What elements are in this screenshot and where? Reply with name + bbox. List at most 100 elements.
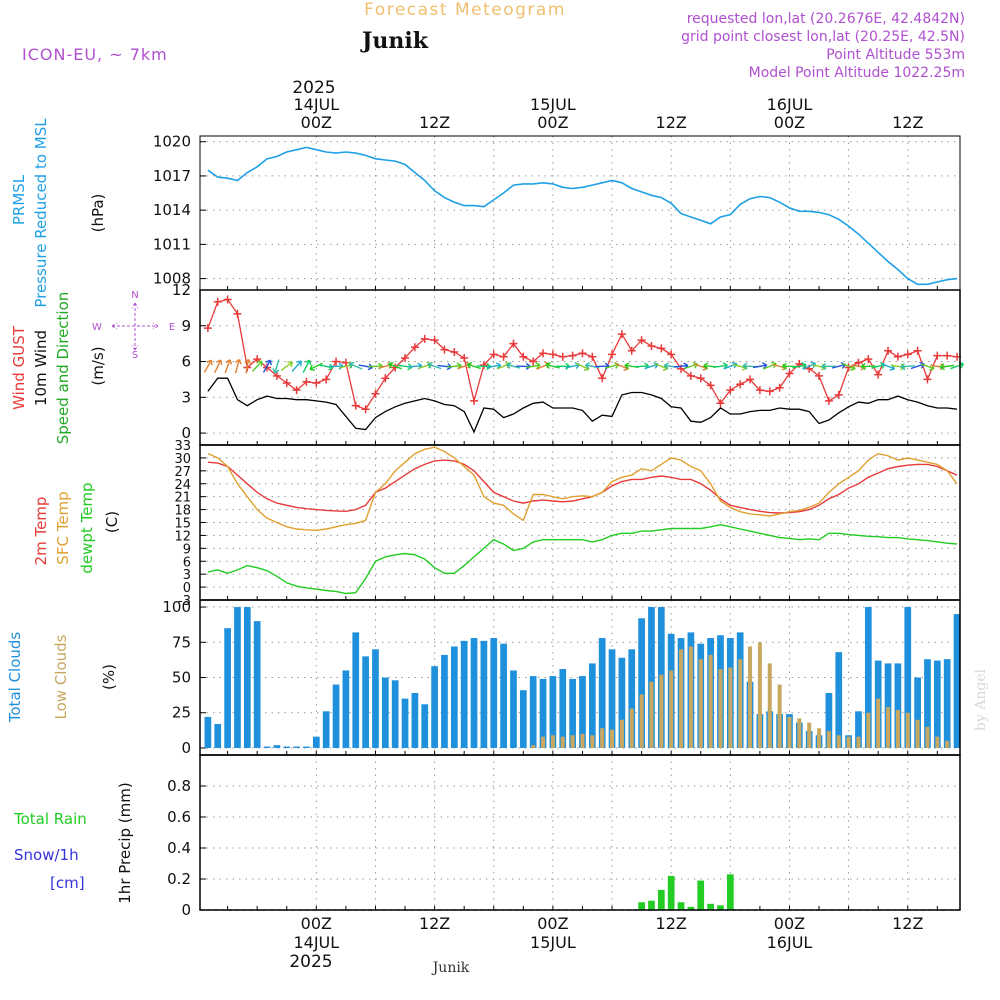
gust-point xyxy=(450,348,459,356)
label-cm: [cm] xyxy=(50,874,85,892)
wind-arrow xyxy=(348,361,363,370)
low-cloud-bar xyxy=(767,663,772,748)
point-altitude: Point Altitude 553m xyxy=(826,47,965,63)
label-prmsl: PRMSL xyxy=(10,174,28,225)
low-cloud-bar xyxy=(915,719,920,748)
wind-arrow xyxy=(234,358,242,374)
low-cloud-bar xyxy=(728,667,733,748)
compass-s: S xyxy=(132,350,138,361)
gust-point xyxy=(608,350,617,359)
low-cloud-bar xyxy=(925,726,930,748)
gust-point xyxy=(824,396,833,405)
total-cloud-bar xyxy=(914,677,921,748)
ytick-label: 25 xyxy=(172,704,191,722)
ytick-label: 3 xyxy=(181,388,191,406)
total-cloud-bar xyxy=(549,676,557,748)
total-cloud-bar xyxy=(460,640,468,748)
gust-point xyxy=(943,351,952,360)
gust-point xyxy=(755,386,764,395)
total-cloud-bar xyxy=(352,632,360,748)
low-cloud-bar xyxy=(698,659,703,748)
gust-point xyxy=(746,375,755,384)
ytick-label: 30 xyxy=(174,452,191,467)
low-cloud-bar xyxy=(846,736,851,748)
gust-point xyxy=(578,349,587,358)
low-cloud-bar xyxy=(836,735,841,748)
ytick-label: 100 xyxy=(162,598,191,616)
ytick-label: 12 xyxy=(174,529,191,544)
low-cloud-bar xyxy=(590,735,595,748)
total-cloud-bar xyxy=(411,693,419,748)
ytick-label: 75 xyxy=(172,633,191,651)
wind-arrow xyxy=(262,359,272,373)
grid-point-coords: grid point closest lon,lat (20.25E, 42.5… xyxy=(681,29,965,45)
gust-point xyxy=(420,334,429,343)
low-cloud-bar xyxy=(669,670,674,748)
wind-arrow xyxy=(782,362,797,370)
wind-arrow xyxy=(427,361,442,370)
low-cloud-bar xyxy=(718,669,723,748)
label-dewpt-temp: dewpt Temp xyxy=(78,482,96,573)
gust-point xyxy=(292,386,301,395)
low-cloud-bar xyxy=(876,698,881,748)
ytick-label: 1020 xyxy=(153,133,191,151)
low-cloud-bar xyxy=(826,731,831,748)
model-label: ICON-EU, ~ 7km xyxy=(22,45,168,64)
top-time-label: 00Z xyxy=(537,113,568,132)
total-cloud-bar xyxy=(825,693,833,748)
gust-point xyxy=(509,339,518,348)
total-cloud-bar xyxy=(519,690,527,748)
panel-wind: 0 3 6 9 12 N S W E xyxy=(92,281,965,446)
top-date-label: 16JUL xyxy=(767,95,813,114)
total-cloud-bar xyxy=(648,607,655,748)
label-2m-temp: 2m Temp xyxy=(32,497,50,566)
rain-bar xyxy=(648,900,655,910)
total-cloud-bar xyxy=(322,711,330,748)
top-time-label: 12Z xyxy=(656,113,687,132)
gust-point xyxy=(627,346,636,355)
total-cloud-bar xyxy=(559,669,567,748)
total-cloud-bar xyxy=(293,746,300,748)
gust-point xyxy=(903,350,912,359)
bottom-date-label: 14JUL xyxy=(293,933,339,952)
bottom-date-label: 16JUL xyxy=(767,933,813,952)
gust-point xyxy=(479,361,488,370)
gust-point xyxy=(332,357,341,366)
low-cloud-bar xyxy=(866,712,871,748)
rain-bar xyxy=(667,875,675,910)
low-cloud-bar xyxy=(619,719,624,748)
wind-arrow xyxy=(309,362,323,371)
low-cloud-bar xyxy=(886,707,891,748)
gust-point xyxy=(213,297,222,306)
ytick-label: 21 xyxy=(174,491,191,506)
bottom-time-label: 00Z xyxy=(774,914,805,933)
label-wind-gust: Wind GUST xyxy=(10,325,28,410)
rain-bar xyxy=(657,889,665,910)
gust-point xyxy=(539,349,548,358)
total-cloud-bar xyxy=(539,678,547,748)
rain-bar xyxy=(638,902,645,910)
top-time-label: 00Z xyxy=(301,113,332,132)
wind-arrow xyxy=(203,359,213,373)
label-low-clouds: Low Clouds xyxy=(52,634,70,719)
ytick-label: 1011 xyxy=(153,235,191,253)
ytick-label: 0 xyxy=(181,901,191,919)
bottom-time-label: 00Z xyxy=(301,914,332,933)
total-cloud-bar xyxy=(243,607,251,748)
total-cloud-bar xyxy=(529,676,537,748)
bottom-time-label: 12Z xyxy=(892,914,923,933)
gust-point xyxy=(430,336,439,345)
gust-point xyxy=(489,350,498,359)
low-cloud-bar xyxy=(905,712,910,748)
label-hpa: (hPa) xyxy=(89,194,107,233)
ytick-label: 0.2 xyxy=(167,870,191,888)
low-cloud-bar xyxy=(600,728,605,748)
gust-point xyxy=(558,352,567,361)
low-cloud-bar xyxy=(649,681,654,748)
gust-point xyxy=(519,352,528,361)
gust-point xyxy=(203,324,212,333)
panel-precip: 0 0.2 0.4 0.6 0.8 xyxy=(167,754,961,919)
low-cloud-bar xyxy=(679,649,684,748)
gust-point xyxy=(923,375,932,384)
